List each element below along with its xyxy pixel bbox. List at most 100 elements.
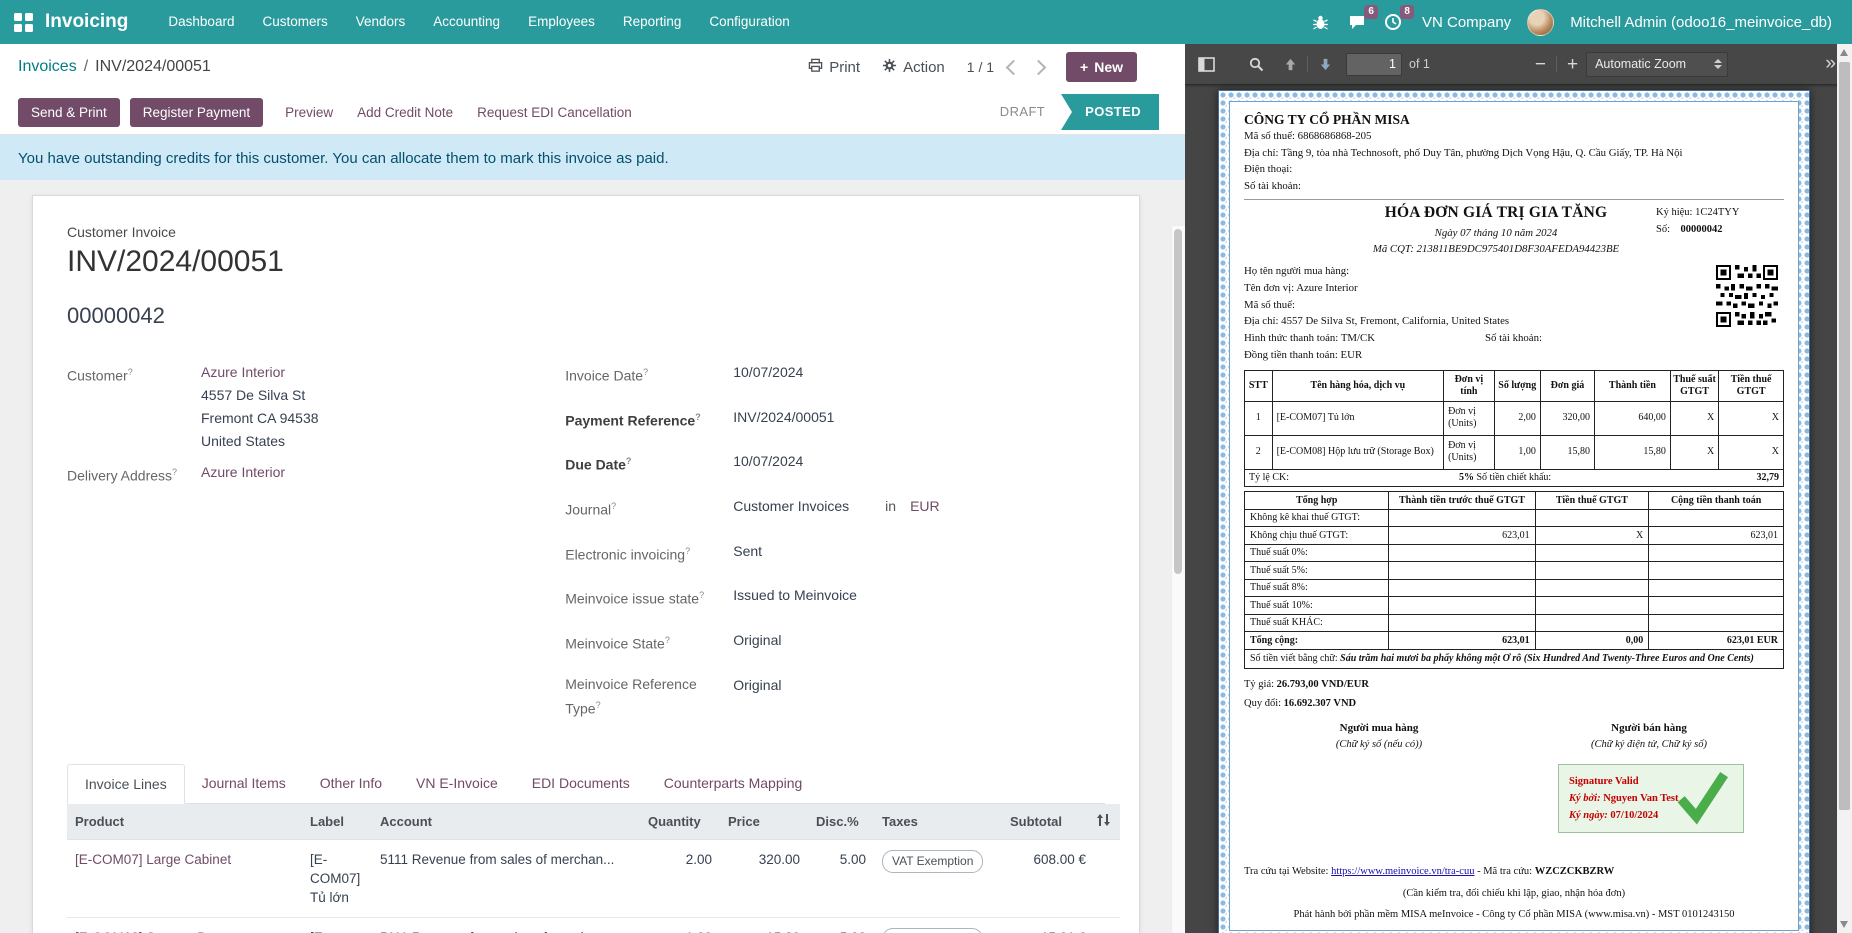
page-count-label: of 1	[1409, 57, 1430, 71]
invoice-date-value[interactable]: 10/07/2024	[733, 361, 803, 388]
seller-name: CÔNG TY CỔ PHẦN MISA	[1244, 112, 1784, 128]
zoom-level-select[interactable]: Automatic Zoom	[1586, 52, 1728, 77]
sidebar-toggle-icon[interactable]	[1193, 51, 1219, 77]
activities-clock-icon[interactable]: 8	[1380, 9, 1406, 35]
line-price: 320.00	[720, 840, 808, 918]
col-price[interactable]: Price	[720, 804, 808, 840]
zoom-in-icon[interactable]: +	[1567, 55, 1578, 74]
payment-method-line: Hình thức thanh toán: TM/CK	[1244, 330, 1375, 347]
line-subtotal: 15.01 €	[1002, 918, 1094, 933]
debug-bug-icon[interactable]	[1308, 9, 1334, 35]
invoice-line-row[interactable]: [E-COM08] Storage Box [E-COM08] Hộp lưu …	[67, 918, 1120, 933]
buyer-block: Họ tên người mua hàng: Tên đơn vị: Azure…	[1244, 263, 1784, 364]
action-button[interactable]: Action	[882, 58, 945, 77]
user-avatar[interactable]	[1527, 9, 1554, 36]
due-date-value[interactable]: 10/07/2024	[733, 450, 803, 477]
scroll-up-icon[interactable]	[1840, 49, 1848, 56]
send-print-button[interactable]: Send & Print	[18, 98, 120, 127]
form-scroll-area: Customer Invoice INV/2024/00051 00000042…	[0, 180, 1185, 933]
preview-button[interactable]: Preview	[273, 98, 345, 127]
meinvoice-state-value: Original	[733, 629, 781, 656]
scroll-down-icon[interactable]	[1840, 921, 1848, 928]
payment-reference-value[interactable]: INV/2024/00051	[733, 406, 834, 433]
tab-other-info[interactable]: Other Info	[303, 764, 399, 804]
col-taxes[interactable]: Taxes	[874, 804, 1002, 840]
col-label[interactable]: Label	[302, 804, 372, 840]
line-quantity: 2.00	[640, 840, 720, 918]
add-credit-note-button[interactable]: Add Credit Note	[345, 98, 465, 127]
pdf-scrollbar[interactable]	[1837, 44, 1852, 933]
delivery-address-link[interactable]: Azure Interior	[201, 461, 285, 488]
request-edi-cancellation-button[interactable]: Request EDI Cancellation	[465, 98, 644, 127]
breadcrumb-current: INV/2024/00051	[95, 58, 211, 76]
page-number-input[interactable]	[1346, 53, 1402, 76]
col-product[interactable]: Product	[67, 804, 302, 840]
optional-columns-icon[interactable]	[1094, 804, 1120, 840]
menu-vendors[interactable]: Vendors	[342, 0, 420, 44]
banner-text: You have outstanding credits for this cu…	[18, 150, 669, 167]
app-name[interactable]: Invoicing	[45, 11, 128, 33]
menu-configuration[interactable]: Configuration	[695, 0, 803, 44]
register-payment-button[interactable]: Register Payment	[130, 98, 263, 127]
zoom-level-value: Automatic Zoom	[1595, 57, 1686, 71]
invoice-title: HÓA ĐƠN GIÁ TRỊ GIA TĂNG	[1336, 204, 1656, 222]
company-switcher[interactable]: VN Company	[1416, 14, 1517, 31]
menu-dashboard[interactable]: Dashboard	[154, 0, 248, 44]
select-arrows-icon	[1714, 59, 1722, 69]
search-icon[interactable]	[1243, 51, 1269, 77]
control-panel: Invoices / INV/2024/00051 Print Action 1…	[0, 44, 1185, 90]
pager-next-icon[interactable]	[1031, 59, 1047, 75]
electronic-invoicing-value: Sent	[733, 540, 762, 567]
field-grid: Customer? Azure Interior 4557 De Silva S…	[67, 361, 1105, 737]
converted-label: Quy đổi:	[1244, 698, 1281, 709]
line-price: 15.80	[720, 918, 808, 933]
invoice-line-row[interactable]: [E-COM07] Large Cabinet [E-COM07] Tủ lớn…	[67, 840, 1120, 918]
menu-accounting[interactable]: Accounting	[419, 0, 514, 44]
messages-icon[interactable]: 6	[1344, 9, 1370, 35]
new-button[interactable]: + New	[1066, 52, 1137, 82]
form-scrollbar[interactable]	[1171, 226, 1185, 933]
currency-link[interactable]: EUR	[910, 495, 940, 522]
pdf-item-row: 1[E-COM07] Tủ lớnĐơn vị (Units)2,00320,0…	[1245, 401, 1784, 435]
buyer-unit-line: Tên đơn vị: Azure Interior	[1244, 280, 1784, 297]
col-disc[interactable]: Disc.%	[808, 804, 874, 840]
pdf-page: CÔNG TY CỔ PHẦN MISA Mã số thuế: 6868686…	[1218, 90, 1810, 933]
col-account[interactable]: Account	[372, 804, 640, 840]
print-button[interactable]: Print	[808, 58, 860, 77]
menu-employees[interactable]: Employees	[514, 0, 609, 44]
tab-edi-documents[interactable]: EDI Documents	[515, 764, 647, 804]
seller-account: Số tài khoản:	[1244, 178, 1784, 195]
pdf-scrollbar-thumb[interactable]	[1839, 62, 1850, 810]
plus-icon: +	[1080, 59, 1088, 75]
form-scrollbar-thumb[interactable]	[1174, 229, 1182, 574]
col-subtotal[interactable]: Subtotal	[1002, 804, 1094, 840]
gear-icon	[882, 58, 897, 77]
customer-link[interactable]: Azure Interior	[201, 361, 319, 384]
breadcrumb-invoices-link[interactable]: Invoices	[18, 58, 77, 76]
converted-value: 16.692.307 VND	[1284, 698, 1356, 709]
next-page-icon[interactable]	[1312, 51, 1338, 77]
col-quantity[interactable]: Quantity	[640, 804, 720, 840]
tab-invoice-lines[interactable]: Invoice Lines	[67, 764, 185, 804]
meinvoice-reference-type-value: Original	[733, 674, 781, 720]
lookup-url-link[interactable]: https://www.meinvoice.vn/tra-cuu	[1331, 866, 1474, 877]
field-journal: Journal? Customer Invoices in EUR	[565, 495, 1105, 522]
serial-label: Ký hiệu:	[1656, 207, 1692, 218]
menu-reporting[interactable]: Reporting	[609, 0, 696, 44]
seller-tax-code: Mã số thuế: 6868686868-205	[1244, 128, 1784, 145]
previous-page-icon[interactable]	[1277, 51, 1303, 77]
tab-counterparts-mapping[interactable]: Counterparts Mapping	[647, 764, 820, 804]
invoice-reference: 00000042	[67, 303, 1105, 329]
tab-vn-e-invoice[interactable]: VN E-Invoice	[399, 764, 515, 804]
state-posted[interactable]: POSTED	[1061, 94, 1159, 130]
pager-previous-icon[interactable]	[1006, 59, 1022, 75]
product-link[interactable]: [E-COM07] Large Cabinet	[75, 852, 231, 867]
journal-value[interactable]: Customer Invoices	[733, 495, 849, 522]
tab-journal-items[interactable]: Journal Items	[185, 764, 303, 804]
state-draft[interactable]: DRAFT	[984, 94, 1061, 130]
menu-customers[interactable]: Customers	[248, 0, 341, 44]
buyer-tax-line: Mã số thuế:	[1244, 297, 1784, 314]
user-menu[interactable]: Mitchell Admin (odoo16_meinvoice_db)	[1564, 14, 1838, 31]
zoom-out-icon[interactable]: −	[1535, 55, 1546, 74]
apps-grid-icon[interactable]	[14, 13, 33, 32]
